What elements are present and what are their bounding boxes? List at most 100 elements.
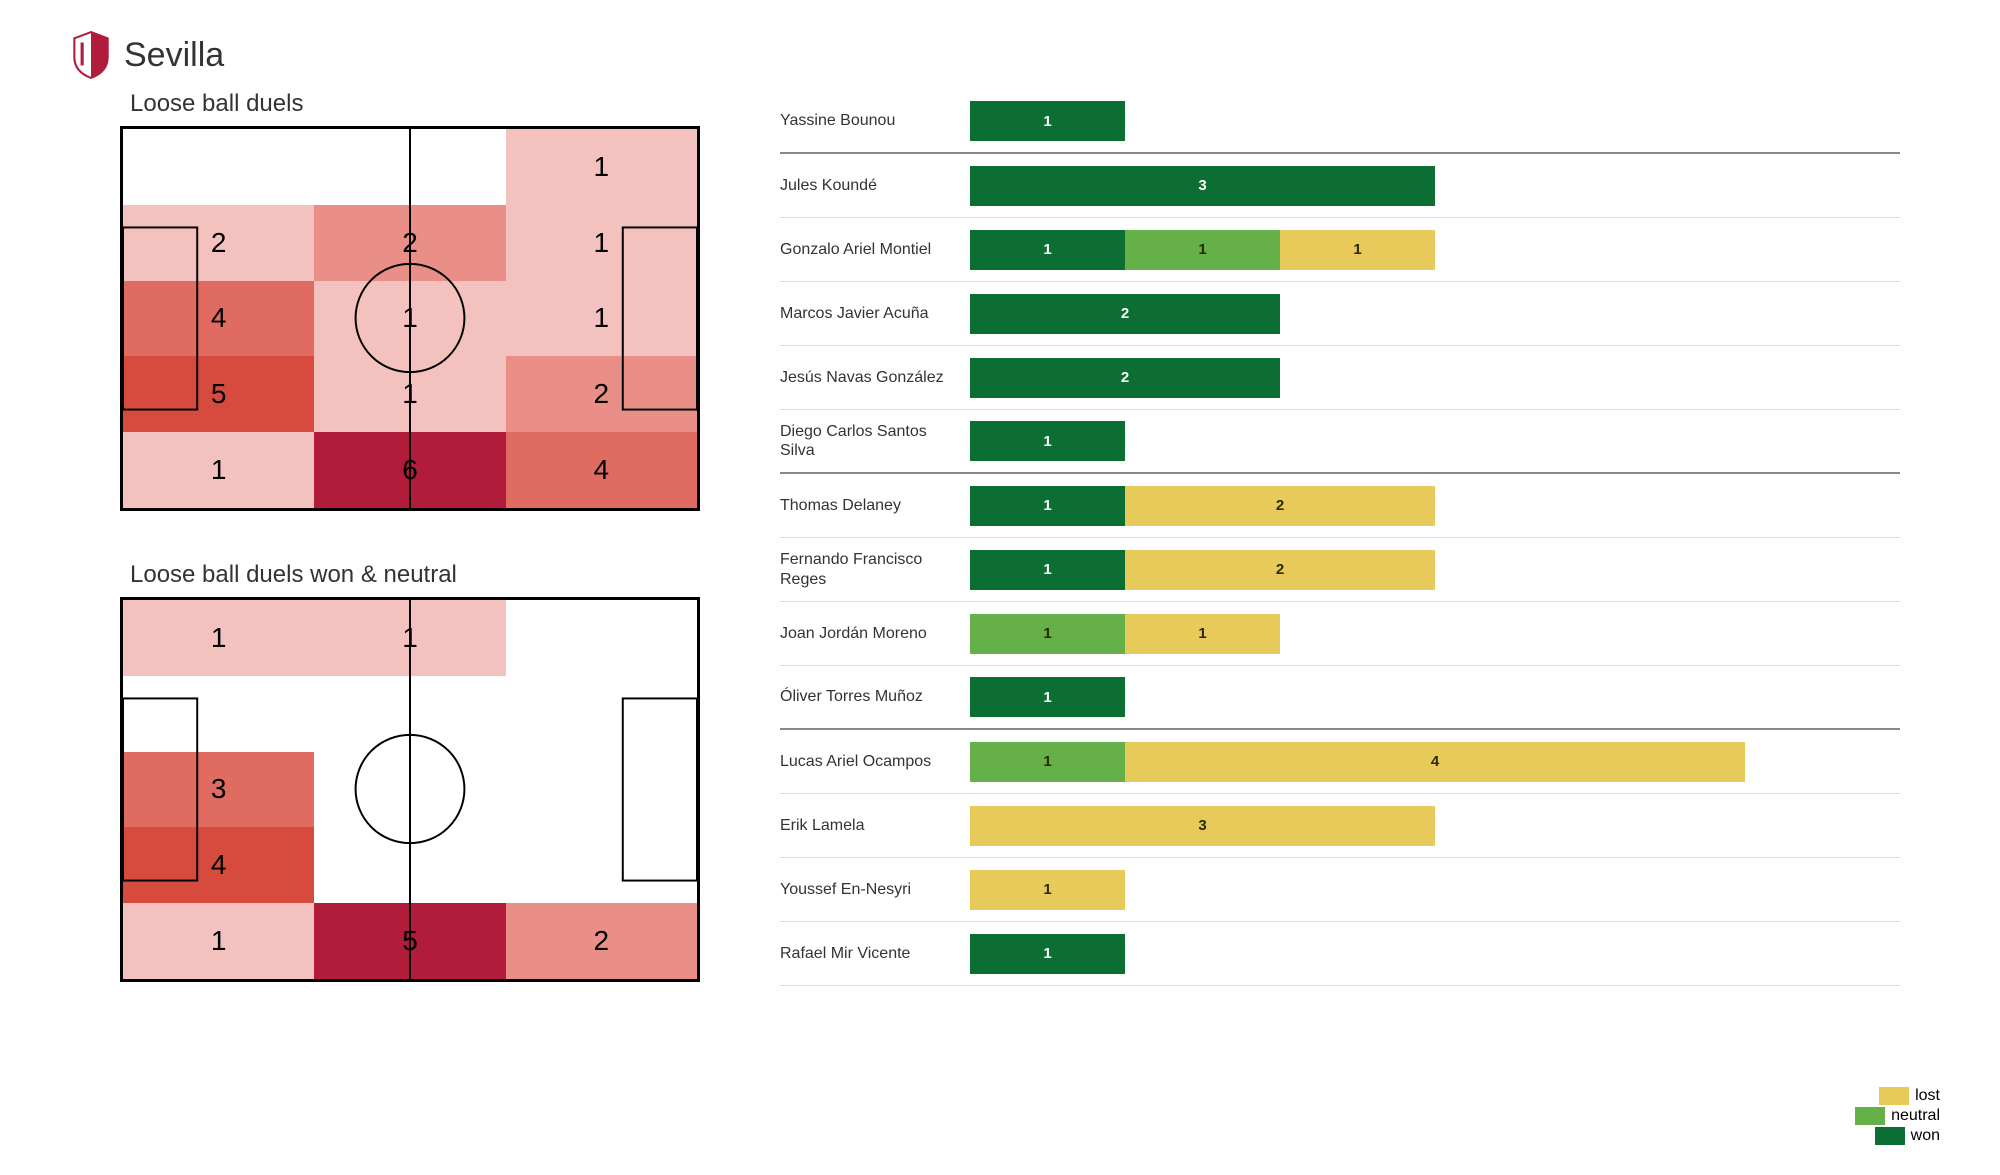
legend-label: neutral xyxy=(1891,1107,1940,1125)
pitch2: 1134152 xyxy=(120,597,700,982)
heatmap-cell: 5 xyxy=(314,903,505,979)
heatmaps-column: Loose ball duels 1221411512164 Loose bal… xyxy=(120,90,740,1032)
heatmap-cell: 1 xyxy=(314,356,505,432)
heatmap-cell: 6 xyxy=(314,432,505,508)
legend-item: lost xyxy=(1855,1087,1940,1105)
bar-segment-won: 1 xyxy=(970,101,1125,141)
bar-segment-neutral: 1 xyxy=(1125,230,1280,270)
legend-label: won xyxy=(1911,1127,1940,1145)
legend-swatch xyxy=(1855,1107,1885,1125)
heatmap-cell xyxy=(506,752,697,828)
player-name: Rafael Mir Vicente xyxy=(780,944,970,963)
bar-segment-won: 1 xyxy=(970,230,1125,270)
heatmap-cell: 2 xyxy=(506,903,697,979)
player-row: Jules Koundé3 xyxy=(780,154,1900,218)
bar-segment-neutral: 1 xyxy=(970,742,1125,782)
player-row: Fernando Francisco Reges12 xyxy=(780,538,1900,602)
heatmap-cell xyxy=(314,827,505,903)
bar-track: 3 xyxy=(970,806,1900,846)
bar-segment-won: 3 xyxy=(970,166,1435,206)
bar-track: 1 xyxy=(970,677,1900,717)
bar-track: 2 xyxy=(970,294,1900,334)
player-row: Gonzalo Ariel Montiel111 xyxy=(780,218,1900,282)
legend-label: lost xyxy=(1915,1087,1940,1105)
heatmap-cell: 3 xyxy=(123,752,314,828)
player-name: Diego Carlos Santos Silva xyxy=(780,422,970,460)
heatmap-cell: 1 xyxy=(314,281,505,357)
player-name: Thomas Delaney xyxy=(780,496,970,515)
player-row: Youssef En-Nesyri1 xyxy=(780,858,1900,922)
pitch1-title: Loose ball duels xyxy=(130,90,740,118)
player-name: Marcos Javier Acuña xyxy=(780,304,970,323)
pitch2-wrap: Loose ball duels won & neutral 1134152 xyxy=(120,561,740,982)
bar-segment-lost: 3 xyxy=(970,806,1435,846)
bar-track: 3 xyxy=(970,166,1900,206)
bar-segment-lost: 2 xyxy=(1125,550,1435,590)
legend-swatch xyxy=(1879,1087,1909,1105)
bar-segment-won: 2 xyxy=(970,294,1280,334)
player-name: Youssef En-Nesyri xyxy=(780,880,970,899)
heatmap-cell: 1 xyxy=(123,432,314,508)
player-name: Gonzalo Ariel Montiel xyxy=(780,240,970,259)
heatmap-cell: 1 xyxy=(506,281,697,357)
player-name: Erik Lamela xyxy=(780,816,970,835)
player-row: Erik Lamela3 xyxy=(780,794,1900,858)
bar-segment-won: 1 xyxy=(970,934,1125,974)
bar-track: 1 xyxy=(970,934,1900,974)
heatmap-cell xyxy=(506,827,697,903)
heatmap-cell xyxy=(314,752,505,828)
bar-segment-won: 1 xyxy=(970,486,1125,526)
player-row: Thomas Delaney12 xyxy=(780,474,1900,538)
bar-segment-lost: 4 xyxy=(1125,742,1745,782)
player-name: Jules Koundé xyxy=(780,176,970,195)
player-row: Marcos Javier Acuña2 xyxy=(780,282,1900,346)
legend-item: neutral xyxy=(1855,1107,1940,1125)
bar-segment-won: 1 xyxy=(970,677,1125,717)
pitch2-title: Loose ball duels won & neutral xyxy=(130,561,740,589)
heatmap-cell: 4 xyxy=(123,827,314,903)
heatmap-cell xyxy=(506,600,697,676)
bar-segment-won: 2 xyxy=(970,358,1280,398)
heatmap-cell: 2 xyxy=(506,356,697,432)
player-name: Fernando Francisco Reges xyxy=(780,550,970,588)
team-logo xyxy=(70,30,112,80)
heatmap-cell xyxy=(123,129,314,205)
player-row: Óliver Torres Muñoz1 xyxy=(780,666,1900,730)
player-row: Joan Jordán Moreno11 xyxy=(780,602,1900,666)
legend-item: won xyxy=(1855,1127,1940,1145)
bar-segment-lost: 2 xyxy=(1125,486,1435,526)
header: Sevilla xyxy=(70,30,1950,80)
bar-track: 1 xyxy=(970,421,1900,461)
player-row: Lucas Ariel Ocampos14 xyxy=(780,730,1900,794)
heatmap-cell: 1 xyxy=(123,600,314,676)
player-row: Jesús Navas González2 xyxy=(780,346,1900,410)
player-name: Jesús Navas González xyxy=(780,368,970,387)
legend-swatch xyxy=(1875,1127,1905,1145)
heatmap-cell: 1 xyxy=(506,205,697,281)
player-bars-column: Yassine Bounou1Jules Koundé3Gonzalo Arie… xyxy=(780,90,1900,1032)
heatmap-cell: 1 xyxy=(506,129,697,205)
heatmap-cell: 2 xyxy=(314,205,505,281)
bar-track: 2 xyxy=(970,358,1900,398)
heatmap-cell: 4 xyxy=(506,432,697,508)
heatmap-cell: 1 xyxy=(123,903,314,979)
player-row: Diego Carlos Santos Silva1 xyxy=(780,410,1900,474)
player-row: Rafael Mir Vicente1 xyxy=(780,922,1900,986)
bar-segment-won: 1 xyxy=(970,421,1125,461)
player-name: Yassine Bounou xyxy=(780,111,970,130)
player-row: Yassine Bounou1 xyxy=(780,90,1900,154)
heatmap-cell xyxy=(314,129,505,205)
bar-track: 111 xyxy=(970,230,1900,270)
player-name: Joan Jordán Moreno xyxy=(780,624,970,643)
player-name: Óliver Torres Muñoz xyxy=(780,687,970,706)
heatmap-cell: 5 xyxy=(123,356,314,432)
bar-track: 11 xyxy=(970,614,1900,654)
heatmap-cell xyxy=(506,676,697,752)
heatmap-cell: 2 xyxy=(123,205,314,281)
bar-segment-neutral: 1 xyxy=(970,614,1125,654)
heatmap-cell xyxy=(123,676,314,752)
bar-track: 1 xyxy=(970,870,1900,910)
bar-track: 12 xyxy=(970,550,1900,590)
team-name: Sevilla xyxy=(124,36,224,75)
heatmap-cell xyxy=(314,676,505,752)
